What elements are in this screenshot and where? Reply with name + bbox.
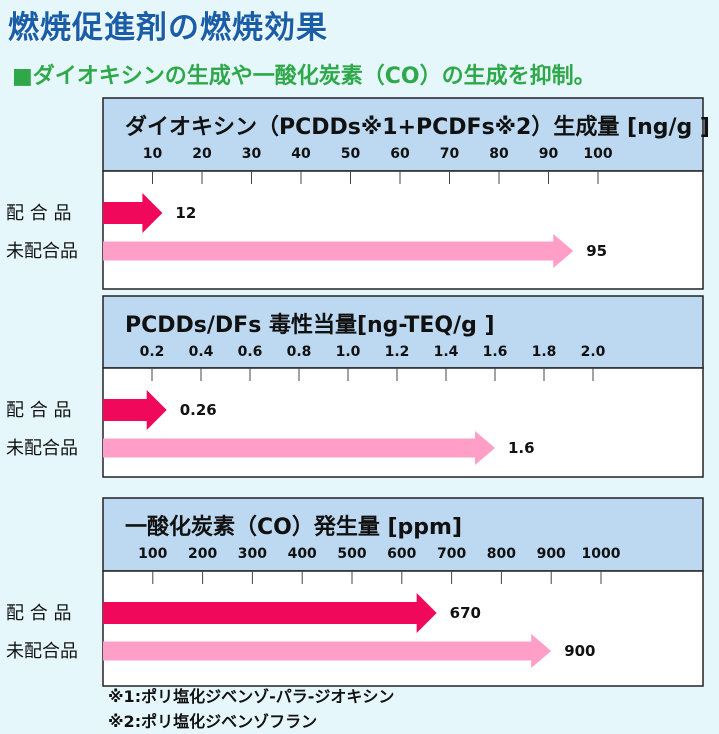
chart-panel-2: PCDDs/DFs 毒性当量[ng-TEQ/g ] 0.2 0.4 0.6 0.8 1.0… xyxy=(6,295,704,478)
x-tick-label: 1.4 xyxy=(434,344,459,360)
x-tick-label: 0.6 xyxy=(238,344,263,360)
x-tick-label: 100 xyxy=(138,546,167,562)
chart-plot-area xyxy=(102,170,704,290)
x-tick-label: 300 xyxy=(238,546,267,562)
x-tick-label: 1.2 xyxy=(385,344,410,360)
x-tick-label: 80 xyxy=(489,146,509,162)
chart-title: ダイオキシン（PCDDs※1+PCDFs※2）生成量 [ng/g ] xyxy=(125,114,710,140)
x-tick-label: 0.8 xyxy=(287,344,312,360)
data-label: 12 xyxy=(175,204,196,222)
row-label: 配 合 品 xyxy=(6,400,71,421)
chart-panel-1: ダイオキシン（PCDDs※1+PCDFs※2）生成量 [ng/g ] 10 20 30… xyxy=(6,97,710,290)
bar-blended xyxy=(103,193,163,233)
x-tick-label: 70 xyxy=(440,146,460,162)
footnote-1: ※1:ポリ塩化ジベンゾ-パラ-ジオキシン xyxy=(108,687,395,706)
x-tick-label: 30 xyxy=(242,146,262,162)
chart-plot-area xyxy=(102,570,704,687)
page-title: 燃焼促進剤の燃焼効果 xyxy=(8,10,328,46)
row-label: 配 合 品 xyxy=(6,203,71,224)
chart-plot-area xyxy=(102,367,704,478)
data-label: 900 xyxy=(564,642,595,660)
row-label: 配 合 品 xyxy=(6,603,71,624)
x-tick-label: 500 xyxy=(337,546,366,562)
footnote-2: ※2:ポリ塩化ジベンゾフラン xyxy=(108,712,318,731)
chart-header xyxy=(102,497,704,572)
x-tick-label: 1.0 xyxy=(336,344,361,360)
x-tick-label: 1.8 xyxy=(532,344,557,360)
bar-blended xyxy=(103,593,437,633)
x-tick-label: 400 xyxy=(288,546,317,562)
x-tick-label: 100 xyxy=(583,146,612,162)
x-tick-label: 600 xyxy=(387,546,416,562)
x-tick-label: 20 xyxy=(192,146,212,162)
bar-blended xyxy=(103,390,167,430)
chart-panel-3: 一酸化炭素（CO）発生量 [ppm] 100 200 300 400 500 600 700 8… xyxy=(6,497,704,687)
row-label: 未配合品 xyxy=(6,241,78,262)
x-tick-label: 0.2 xyxy=(140,344,165,360)
bar-unblended xyxy=(103,431,495,465)
data-label: 95 xyxy=(586,242,607,260)
chart-header xyxy=(102,295,704,369)
x-tick-label: 0.4 xyxy=(189,344,214,360)
chart-title: PCDDs/DFs 毒性当量[ng-TEQ/g ] xyxy=(125,312,495,338)
chart-title: 一酸化炭素（CO）発生量 [ppm] xyxy=(125,514,462,540)
data-label: 1.6 xyxy=(508,439,535,457)
x-tick-label: 10 xyxy=(143,146,163,162)
x-tick-label: 900 xyxy=(537,546,566,562)
x-tick-label: 50 xyxy=(341,146,361,162)
x-tick-label: 700 xyxy=(437,546,466,562)
x-tick-label: 200 xyxy=(188,546,217,562)
x-tick-label: 40 xyxy=(291,146,311,162)
x-tick-label: 60 xyxy=(390,146,410,162)
x-tick-label: 1000 xyxy=(582,546,621,562)
x-tick-label: 1.6 xyxy=(483,344,508,360)
data-label: 670 xyxy=(450,604,481,622)
row-label: 未配合品 xyxy=(6,438,78,459)
bar-unblended xyxy=(103,634,552,668)
x-tick-label: 90 xyxy=(539,146,559,162)
row-label: 未配合品 xyxy=(6,641,78,662)
page-subtitle: ■ダイオキシンの生成や一酸化炭素（CO）の生成を抑制。 xyxy=(12,64,596,89)
bar-unblended xyxy=(103,234,574,268)
x-tick-label: 2.0 xyxy=(581,344,606,360)
x-tick-label: 800 xyxy=(487,546,516,562)
data-label: 0.26 xyxy=(180,401,217,419)
